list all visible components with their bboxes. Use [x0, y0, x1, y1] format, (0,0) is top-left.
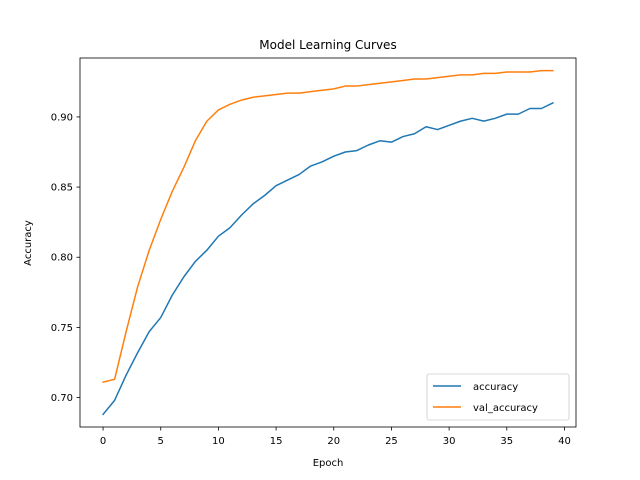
y-tick-label: 0.70: [51, 393, 73, 404]
y-tick-label: 0.90: [51, 112, 73, 123]
x-tick-label: 25: [385, 436, 398, 447]
x-tick-label: 20: [327, 436, 340, 447]
series-line-accuracy: [102, 101, 554, 416]
x-tick-label: 10: [212, 436, 225, 447]
chart-title: Model Learning Curves: [259, 38, 396, 52]
legend-box: [426, 373, 570, 421]
legend-label-val_accuracy: val_accuracy: [473, 403, 538, 414]
series-line-val_accuracy: [102, 69, 554, 384]
axes: 0 5 10 15 20 25 30 35 40 0.70 0.75 0.80 0.85 0.90: [51, 57, 577, 447]
axes-frame: [79, 57, 577, 428]
x-tick-label: 15: [270, 436, 283, 447]
x-axis-label: Epoch: [313, 458, 344, 469]
y-tick-label: 0.75: [51, 323, 73, 334]
y-tick-label: 0.80: [51, 253, 73, 264]
legend-label-accuracy: accuracy: [473, 382, 518, 393]
legend: accuracy val_accuracy: [426, 373, 570, 421]
x-tick-label: 40: [558, 436, 571, 447]
x-tick-label: 5: [158, 436, 164, 447]
x-tick-label: 30: [443, 436, 456, 447]
x-tick-label: 35: [500, 436, 513, 447]
y-axis-label: Accuracy: [23, 220, 34, 266]
y-tick-label: 0.85: [51, 183, 73, 194]
plot-area: [102, 69, 554, 416]
x-tick-label: 0: [100, 436, 106, 447]
